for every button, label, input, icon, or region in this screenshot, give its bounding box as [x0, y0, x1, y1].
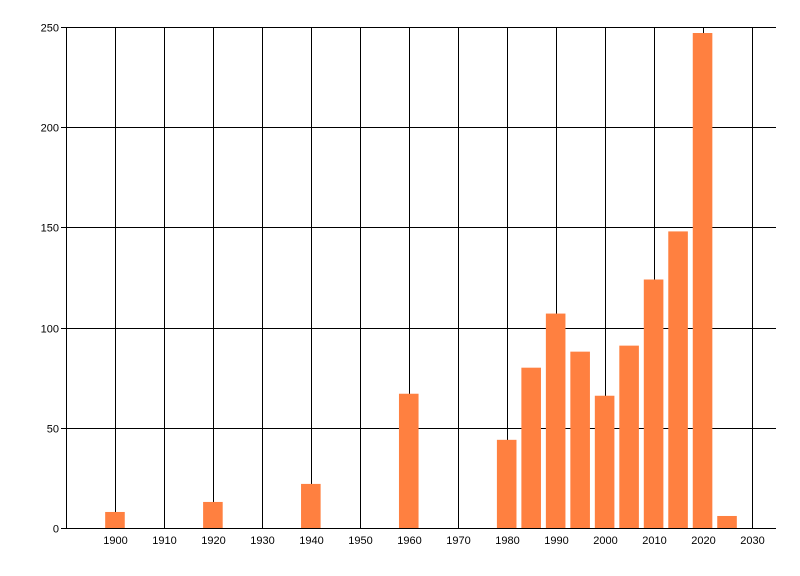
x-tick-label: 2030: [740, 535, 764, 547]
bar-2005: [619, 345, 639, 528]
x-tick-label: 2000: [593, 535, 617, 547]
x-tick-label: 1970: [446, 535, 470, 547]
y-tick-label: 250: [41, 23, 59, 35]
y-tick-label: 200: [41, 123, 59, 135]
x-tick-label: 1980: [495, 535, 519, 547]
x-tick-label: 1960: [397, 535, 421, 547]
bar-1920: [203, 501, 223, 528]
x-tick-label: 2020: [691, 535, 715, 547]
x-tick-label: 1990: [544, 535, 568, 547]
bar-1980: [496, 439, 517, 528]
bar-1995: [570, 351, 590, 528]
x-tick-label: 1950: [348, 535, 372, 547]
y-tick-label: 50: [47, 424, 59, 436]
x-tick-label: 1900: [103, 535, 127, 547]
bar-2000: [594, 395, 615, 528]
x-tick-label: 1930: [250, 535, 274, 547]
bar-2010: [643, 279, 664, 528]
bar-1960: [398, 393, 419, 528]
bar-2020: [692, 33, 713, 529]
bar-1940: [301, 483, 321, 528]
bars: [105, 33, 737, 529]
axes: [66, 27, 776, 529]
x-tick-label: 1920: [201, 535, 225, 547]
bar-2025: [717, 515, 737, 528]
x-tick-label: 2010: [642, 535, 666, 547]
x-tick-label: 1940: [299, 535, 323, 547]
bar-2015: [668, 231, 688, 528]
bar-1985: [521, 367, 541, 528]
x-tick-label: 1910: [152, 535, 176, 547]
x-tick-labels: 1900 1910 1920 1930 1940 1950 1960 1970 1980 1990…: [103, 535, 764, 547]
y-tick-label: 0: [53, 524, 59, 536]
bar-1990: [545, 313, 566, 528]
y-tick-label: 150: [41, 223, 59, 235]
y-tick-label: 100: [41, 324, 59, 336]
y-tick-labels: 0 50 100 150 200 250: [41, 23, 59, 536]
bar-1900: [105, 511, 125, 528]
